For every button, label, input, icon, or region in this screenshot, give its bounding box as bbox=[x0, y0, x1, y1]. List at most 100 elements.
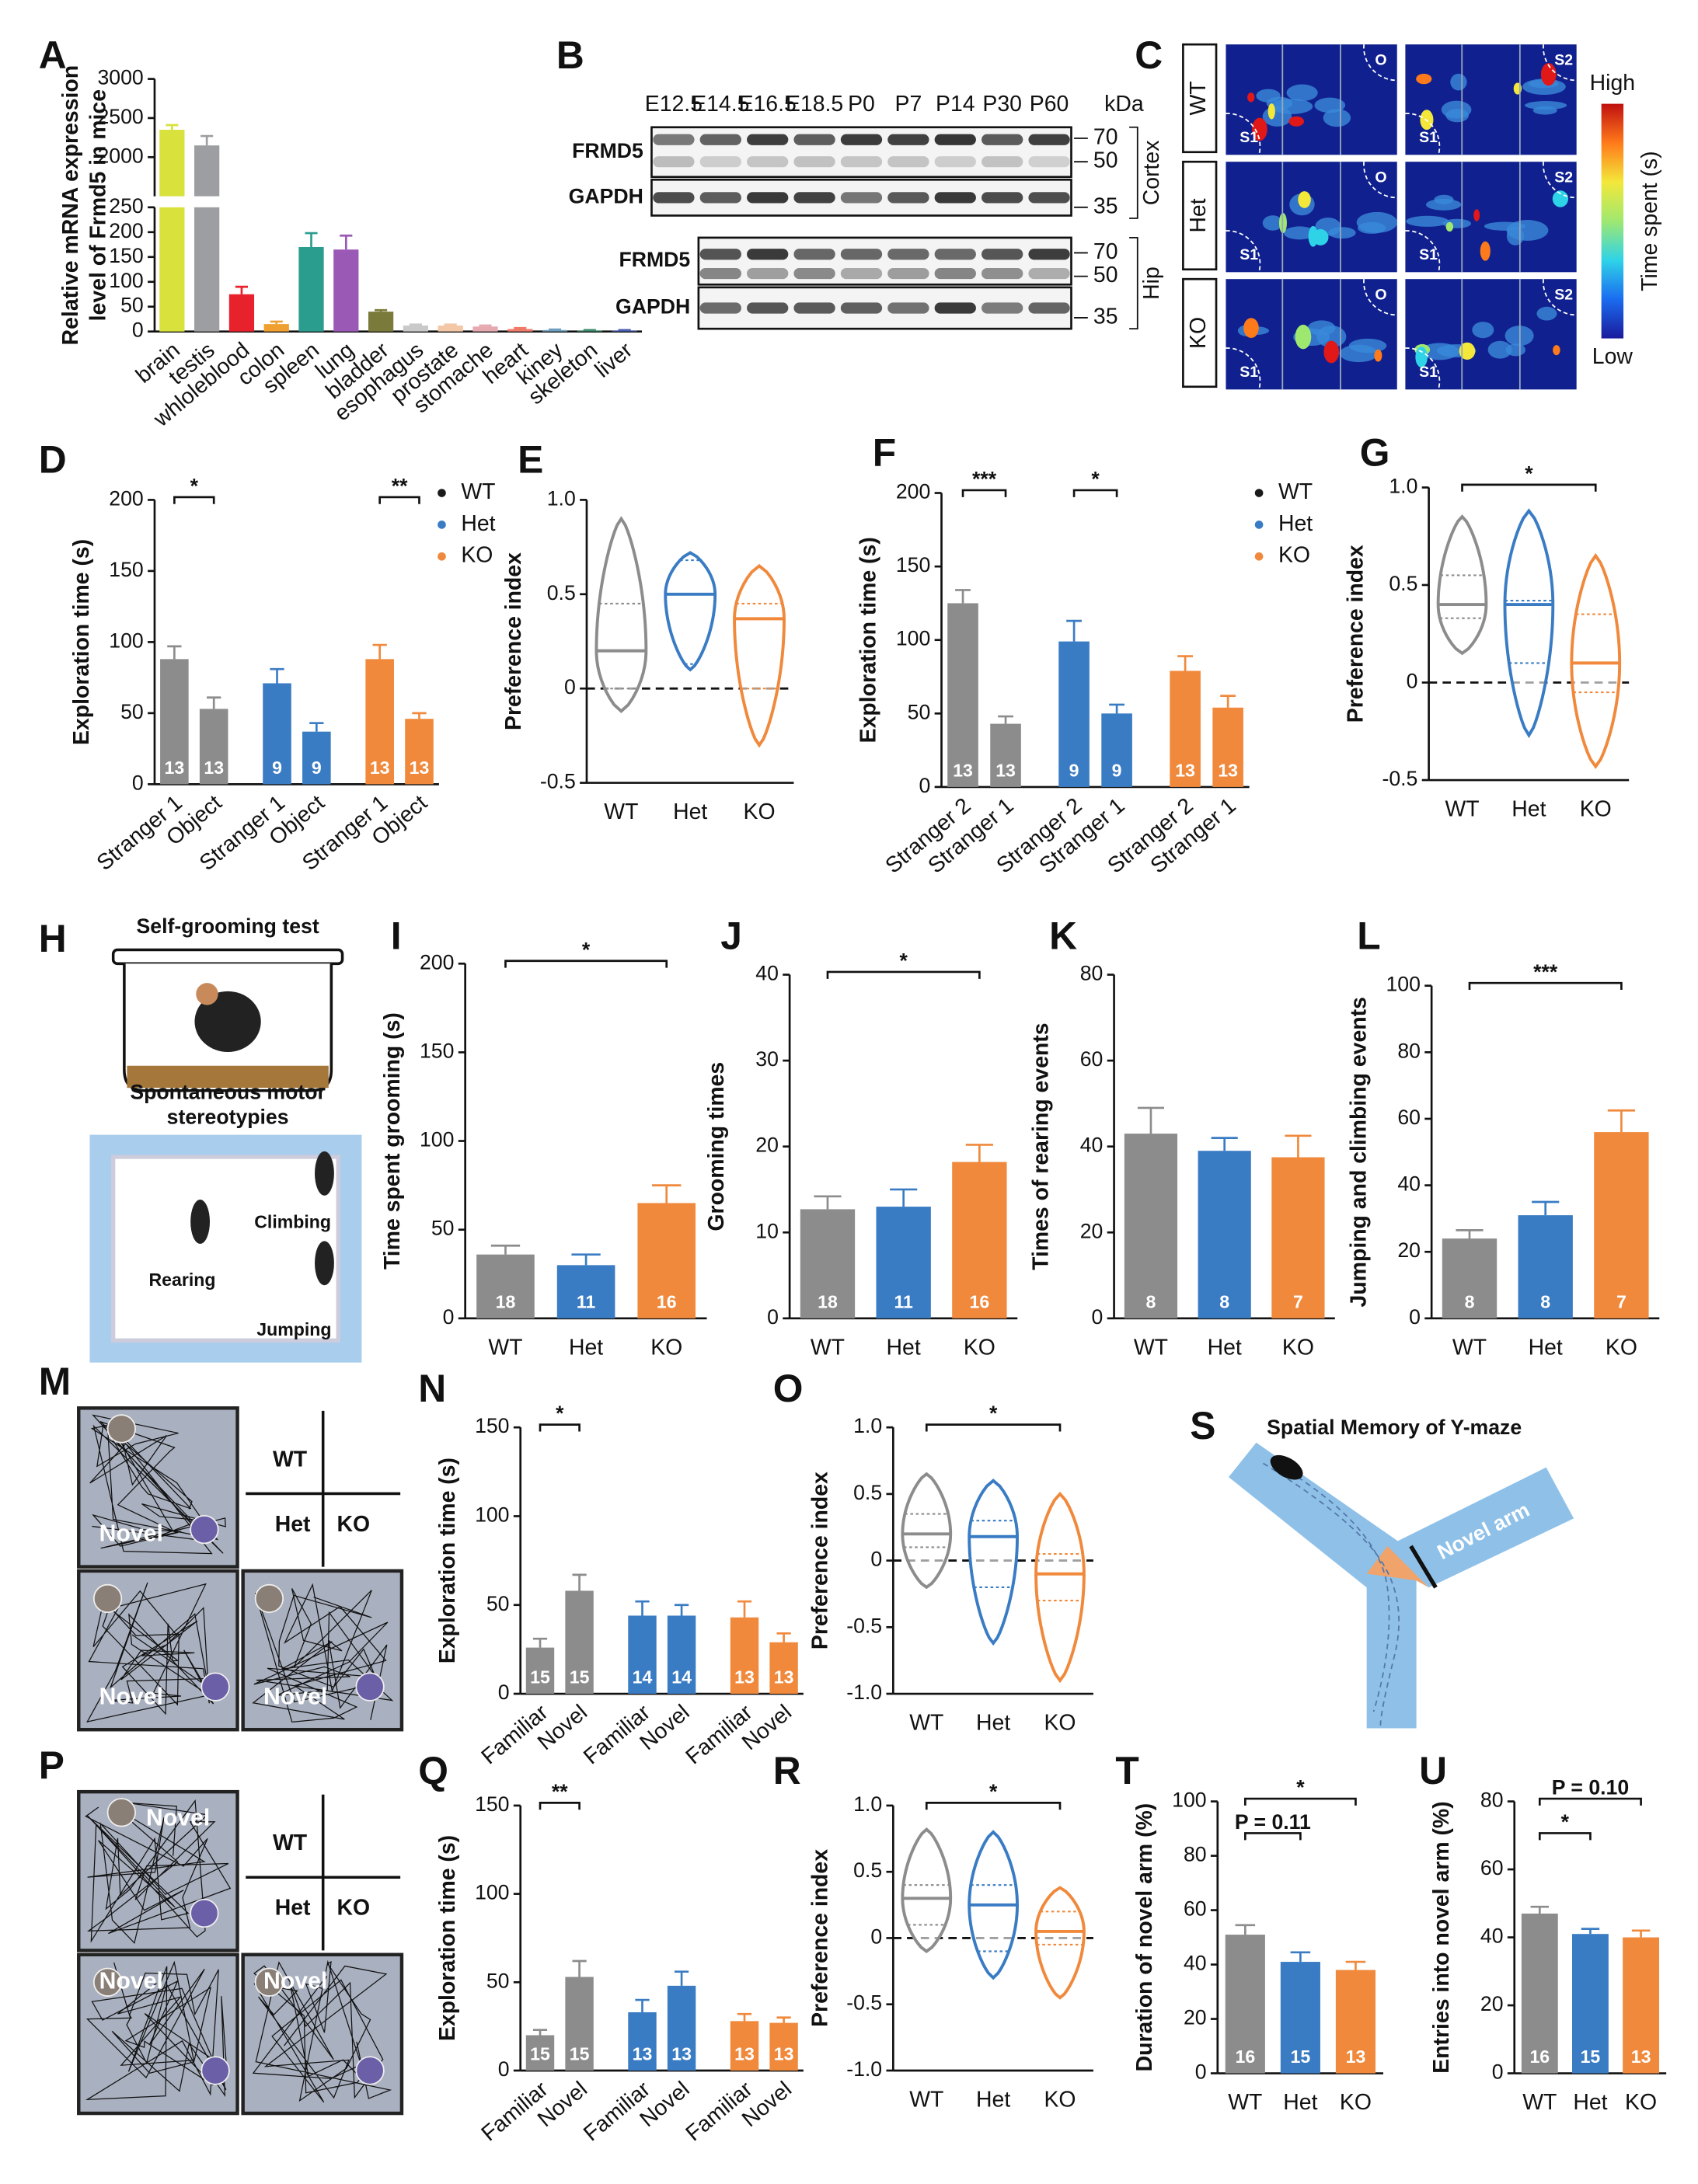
x-tick-label: Het bbox=[1283, 2090, 1317, 2115]
object bbox=[355, 1672, 385, 1702]
y-tick-label: 200 bbox=[896, 480, 930, 503]
band bbox=[934, 156, 976, 168]
legend-label: KO bbox=[461, 543, 493, 568]
object bbox=[254, 1967, 284, 1997]
bar bbox=[876, 1207, 931, 1318]
bar bbox=[368, 312, 394, 332]
error-bar bbox=[955, 589, 971, 604]
n-label: 15 bbox=[530, 2044, 550, 2064]
genotype-label: WT bbox=[1186, 81, 1211, 115]
y-tick-label: 0 bbox=[132, 771, 144, 794]
heat-blob bbox=[1295, 324, 1312, 350]
bar bbox=[769, 2022, 798, 2071]
region-label: Cortex bbox=[1139, 141, 1164, 206]
bar bbox=[947, 603, 978, 787]
error-bar bbox=[270, 320, 283, 325]
y-tick-label: 0 bbox=[1492, 2060, 1504, 2084]
y-tick-label: -0.5 bbox=[1382, 767, 1417, 790]
x-tick-label: KO bbox=[1606, 1335, 1637, 1360]
error-bar bbox=[548, 328, 562, 331]
band bbox=[793, 302, 835, 314]
scale-title: Time spent (s) bbox=[1637, 151, 1662, 291]
y-tick-label: 200 bbox=[109, 219, 143, 242]
zone bbox=[1543, 162, 1577, 199]
zone bbox=[1405, 113, 1441, 155]
object bbox=[200, 1672, 230, 1702]
mouse bbox=[315, 1241, 334, 1286]
heat-blob bbox=[1415, 347, 1428, 367]
lane-label: E12.5 bbox=[645, 92, 703, 117]
bar bbox=[1623, 1937, 1660, 2074]
error-bar bbox=[1290, 1951, 1311, 1963]
bar bbox=[298, 246, 324, 332]
zone-label: S1 bbox=[1240, 129, 1258, 146]
heat-blob bbox=[1536, 306, 1557, 321]
n-label: 13 bbox=[370, 758, 390, 778]
zone bbox=[1226, 230, 1261, 273]
heat-blob bbox=[1425, 198, 1462, 211]
heat-blob bbox=[1323, 340, 1340, 364]
legend-marker bbox=[438, 489, 446, 497]
y-tick-label: 250 bbox=[109, 194, 143, 218]
error-bar bbox=[571, 1253, 601, 1266]
n-label: 8 bbox=[1540, 1291, 1550, 1311]
error-bar bbox=[372, 643, 387, 660]
panel-label: O bbox=[773, 1367, 804, 1410]
y-tick-label: 3000 bbox=[98, 66, 144, 89]
region-label: Hip bbox=[1139, 266, 1164, 300]
y-axis-label: Grooming times bbox=[704, 1062, 729, 1231]
bar bbox=[990, 723, 1021, 787]
heat-blob bbox=[1298, 191, 1311, 208]
violin bbox=[1034, 1491, 1086, 1684]
lane-label: P7 bbox=[895, 92, 922, 117]
y-tick-label: 1.0 bbox=[853, 1414, 882, 1437]
heat-blob bbox=[1522, 78, 1566, 95]
bar bbox=[565, 1977, 594, 2071]
significance-label: * bbox=[1525, 462, 1533, 485]
zone-label: S1 bbox=[1419, 246, 1438, 263]
band bbox=[887, 156, 929, 168]
panel-label: G bbox=[1360, 431, 1390, 475]
marker-label: 35 bbox=[1093, 304, 1118, 329]
panel-label: Q bbox=[418, 1749, 448, 1792]
arena-walls bbox=[1281, 162, 1341, 273]
error-bar bbox=[572, 1959, 587, 1977]
n-label: 13 bbox=[633, 2044, 653, 2064]
n-label: 8 bbox=[1219, 1291, 1229, 1311]
violin bbox=[901, 1827, 953, 1953]
band bbox=[934, 302, 976, 314]
y-tick-label: 0 bbox=[498, 1681, 510, 1704]
heat-blob bbox=[1267, 103, 1275, 120]
behavior-label: Climbing bbox=[254, 1211, 331, 1231]
zone bbox=[1363, 279, 1397, 316]
bar bbox=[556, 1265, 615, 1318]
bar bbox=[403, 326, 429, 332]
error-bar bbox=[635, 1600, 650, 1616]
n-label: 15 bbox=[1581, 2046, 1601, 2067]
bar bbox=[628, 1615, 657, 1695]
band bbox=[887, 302, 929, 314]
legend-marker bbox=[438, 521, 446, 529]
cage-rim bbox=[111, 948, 344, 966]
significance-bracket bbox=[173, 496, 215, 504]
scale-label: High bbox=[1590, 71, 1635, 96]
zone-label: S1 bbox=[1419, 364, 1438, 381]
error-bar bbox=[776, 1632, 791, 1642]
heat-blob bbox=[1286, 84, 1318, 102]
error-bar bbox=[309, 722, 324, 732]
x-tick-label: Het bbox=[569, 1335, 603, 1360]
error-bar bbox=[965, 1144, 993, 1162]
mouse bbox=[190, 1200, 211, 1244]
significance-label: ** bbox=[392, 474, 408, 497]
genotype-label: WT bbox=[273, 1830, 308, 1855]
heat-blob bbox=[1473, 209, 1480, 221]
x-tick-label: KO bbox=[744, 799, 776, 824]
bar bbox=[542, 329, 568, 332]
violin bbox=[1436, 514, 1488, 656]
bar bbox=[667, 1985, 696, 2071]
band bbox=[747, 267, 789, 280]
y-tick-label: 80 bbox=[1480, 1789, 1504, 1812]
panel-label: T bbox=[1115, 1749, 1138, 1792]
n-label: 13 bbox=[204, 758, 224, 778]
y-axis-label: Preference index bbox=[807, 1472, 832, 1649]
